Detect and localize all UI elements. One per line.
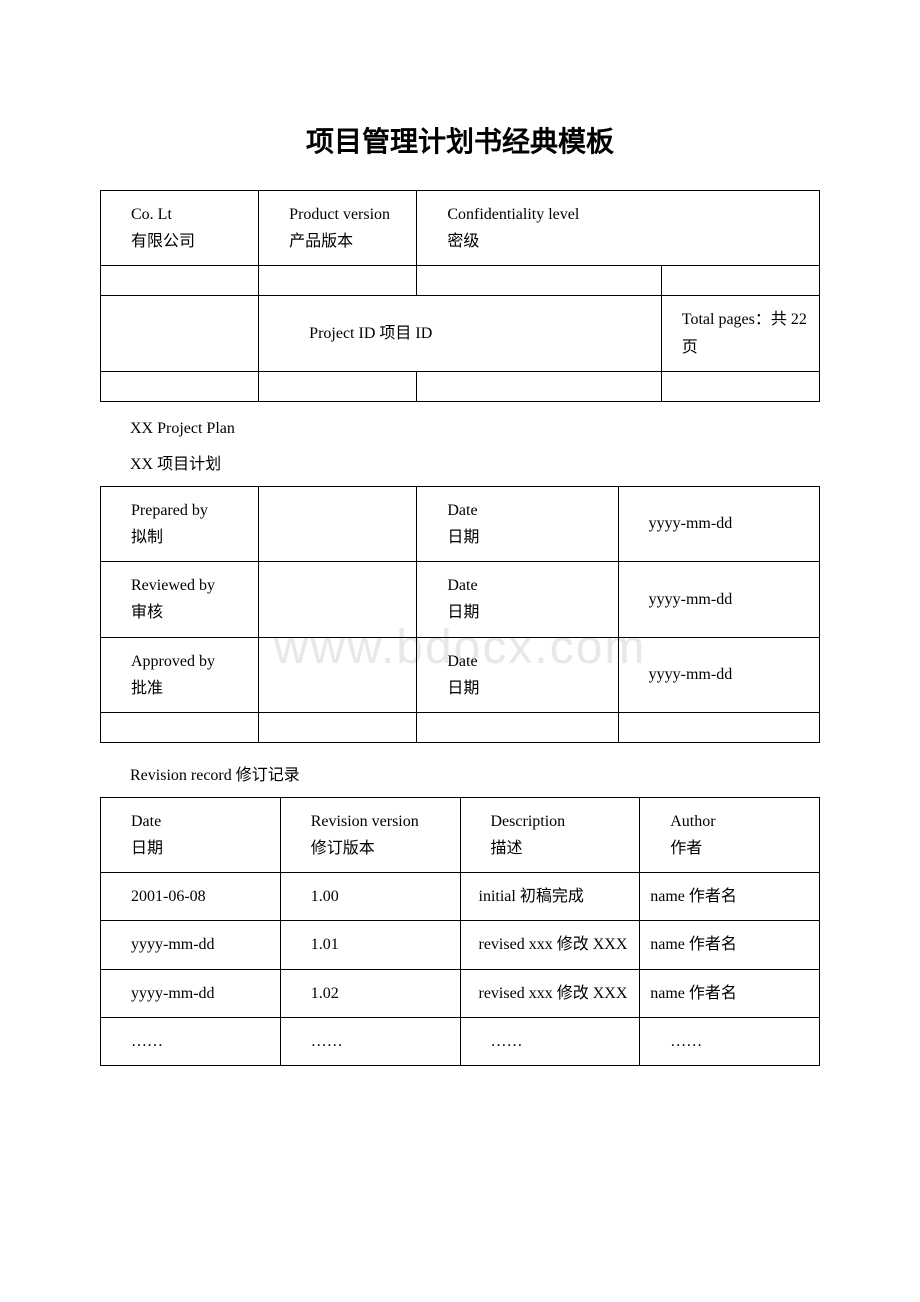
desc-cn: 描述 — [491, 840, 523, 857]
rev-author: name 作者名 — [640, 921, 820, 969]
rev-version: 1.00 — [280, 873, 460, 921]
conf-en: Confidentiality level — [447, 206, 579, 223]
date-en: Date — [131, 813, 161, 830]
rev-date: yyyy-mm-dd — [101, 969, 281, 1017]
prepared-cn: 拟制 — [131, 529, 163, 546]
rev-header-desc: Description 描述 — [460, 797, 640, 872]
version-en: Revision version — [311, 813, 419, 830]
table-row: yyyy-mm-dd 1.01 revised xxx 修改 XXX name … — [101, 921, 820, 969]
date-value-cell: yyyy-mm-dd — [618, 486, 819, 561]
plan-title-en: XX Project Plan — [100, 420, 820, 438]
rev-version: 1.02 — [280, 969, 460, 1017]
table-row: …… …… …… …… — [101, 1017, 820, 1065]
company-en: Co. Lt — [131, 206, 172, 223]
conf-cn: 密级 — [447, 233, 479, 250]
total-pages-cell: Total pages：共 22 页 — [661, 296, 819, 371]
confidentiality-cell: Confidentiality level 密级 — [417, 191, 820, 266]
version-cell: Product version 产品版本 — [259, 191, 417, 266]
company-cn: 有限公司 — [131, 233, 195, 250]
rev-author: name 作者名 — [640, 969, 820, 1017]
empty-cell — [259, 562, 417, 637]
approved-by-cell: Approved by 批准 — [101, 637, 259, 712]
project-id-cell: Project ID 项目 ID — [259, 296, 662, 371]
version-cn: 产品版本 — [289, 233, 353, 250]
rev-desc: initial 初稿完成 — [460, 873, 640, 921]
date-value-cell: yyyy-mm-dd — [618, 562, 819, 637]
empty-cell — [259, 486, 417, 561]
date-en: Date — [447, 577, 477, 594]
date-cell: Date 日期 — [417, 637, 618, 712]
rev-header-author: Author 作者 — [640, 797, 820, 872]
revision-table: Date 日期 Revision version 修订版本 Descriptio… — [100, 797, 820, 1066]
approval-table: Prepared by 拟制 Date 日期 yyyy-mm-dd Review… — [100, 486, 820, 743]
rev-author: …… — [640, 1017, 820, 1065]
date-en: Date — [447, 502, 477, 519]
date-value-cell: yyyy-mm-dd — [618, 637, 819, 712]
approved-en: Approved by — [131, 653, 215, 670]
author-cn: 作者 — [670, 840, 702, 857]
rev-header-date: Date 日期 — [101, 797, 281, 872]
table-row: yyyy-mm-dd 1.02 revised xxx 修改 XXX name … — [101, 969, 820, 1017]
empty-row — [101, 371, 820, 401]
prepared-by-cell: Prepared by 拟制 — [101, 486, 259, 561]
reviewed-cn: 审核 — [131, 604, 163, 621]
approved-cn: 批准 — [131, 680, 163, 697]
rev-desc: …… — [460, 1017, 640, 1065]
header-info-table: Co. Lt 有限公司 Product version 产品版本 Confide… — [100, 190, 820, 402]
rev-version: …… — [280, 1017, 460, 1065]
rev-author: name 作者名 — [640, 873, 820, 921]
date-en: Date — [447, 653, 477, 670]
rev-header-version: Revision version 修订版本 — [280, 797, 460, 872]
date-cell: Date 日期 — [417, 562, 618, 637]
desc-en: Description — [491, 813, 566, 830]
revision-record-title: Revision record 修订记录 — [100, 761, 820, 785]
table-row: 2001-06-08 1.00 initial 初稿完成 name 作者名 — [101, 873, 820, 921]
date-cell: Date 日期 — [417, 486, 618, 561]
empty-row — [101, 712, 820, 742]
rev-date: 2001-06-08 — [101, 873, 281, 921]
rev-desc: revised xxx 修改 XXX — [460, 921, 640, 969]
rev-date: yyyy-mm-dd — [101, 921, 281, 969]
empty-cell — [101, 296, 259, 371]
document-title: 项目管理计划书经典模板 — [100, 120, 820, 160]
plan-title-cn: XX 项目计划 — [100, 450, 820, 474]
rev-date: …… — [101, 1017, 281, 1065]
date-cn: 日期 — [131, 840, 163, 857]
company-cell: Co. Lt 有限公司 — [101, 191, 259, 266]
prepared-en: Prepared by — [131, 502, 208, 519]
date-cn: 日期 — [447, 604, 479, 621]
reviewed-en: Reviewed by — [131, 577, 215, 594]
empty-row — [101, 266, 820, 296]
rev-version: 1.01 — [280, 921, 460, 969]
reviewed-by-cell: Reviewed by 审核 — [101, 562, 259, 637]
version-en: Product version — [289, 206, 390, 223]
empty-cell — [259, 637, 417, 712]
rev-desc: revised xxx 修改 XXX — [460, 969, 640, 1017]
date-cn: 日期 — [447, 529, 479, 546]
author-en: Author — [670, 813, 715, 830]
date-cn: 日期 — [447, 680, 479, 697]
version-cn: 修订版本 — [311, 840, 375, 857]
